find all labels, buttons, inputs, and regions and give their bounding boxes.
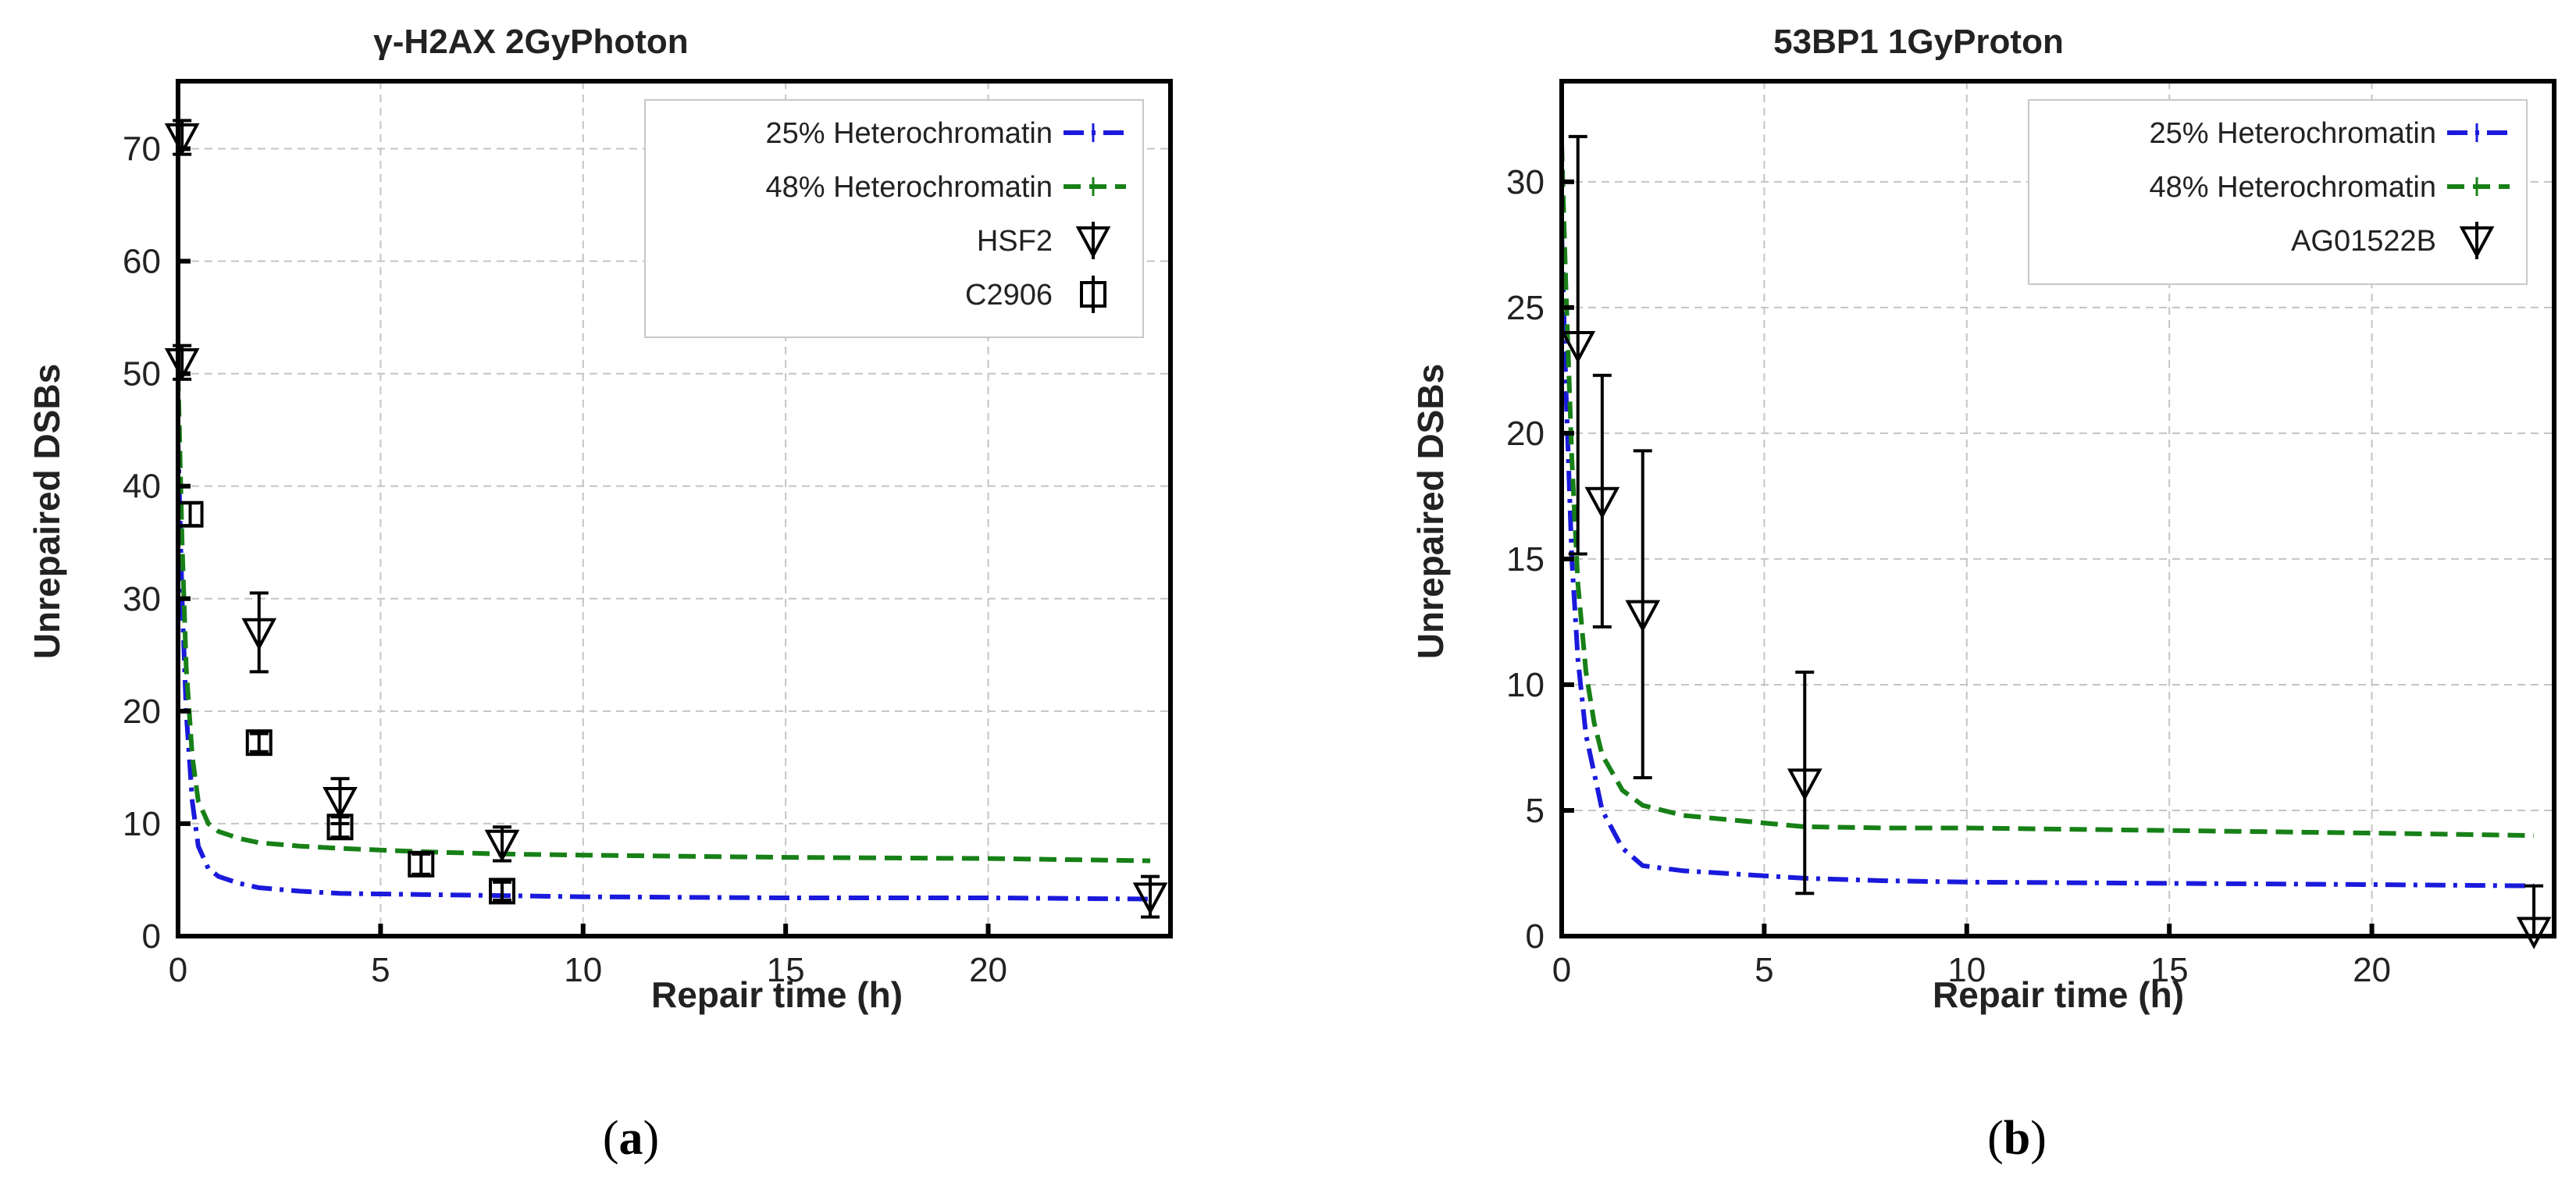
legend: 25% Heterochromatin 48% Heterochromatin …: [644, 99, 1144, 338]
square-marker: [489, 878, 516, 905]
y-tick-label: 50: [123, 355, 161, 394]
legend-label: HSF2: [977, 225, 1053, 258]
y-tick-label: 60: [123, 243, 161, 281]
x-tick-label: 20: [969, 951, 1007, 989]
legend-label: C2906: [965, 279, 1053, 312]
y-tick-label: 30: [123, 580, 161, 618]
triangle-marker: [484, 829, 520, 863]
triangle-marker: [2459, 226, 2495, 259]
x-axis-label: Repair time (h): [1933, 974, 2184, 1015]
series-line: [1559, 144, 2535, 839]
x-axis-label: Repair time (h): [651, 974, 903, 1015]
caption-letter: a: [619, 1112, 643, 1165]
x-tick-label: 0: [1552, 951, 1571, 989]
chart-title: γ-H2AX 2GyPhoton: [373, 23, 688, 61]
legend-box: [644, 99, 1144, 338]
y-tick-label: 10: [1506, 666, 1545, 704]
legend-label: AG01522B: [2291, 225, 2436, 258]
triangle-marker: [1132, 882, 1168, 915]
y-tick-label: 15: [1506, 540, 1545, 579]
legend: 25% Heterochromatin 48% Heterochromatin …: [2028, 99, 2528, 285]
y-tick-label: 0: [1526, 917, 1545, 956]
triangle-marker: [1075, 226, 1111, 259]
triangle-marker: [2516, 917, 2552, 949]
y-axis-label: Unrepaired DSBs: [27, 364, 67, 659]
x-tick-label: 5: [371, 951, 390, 989]
x-tick-label: 10: [564, 951, 602, 989]
x-tick-label: 10: [1947, 951, 1986, 989]
triangle-marker: [1584, 486, 1620, 520]
chart-title: 53BP1 1GyProton: [1773, 23, 2064, 61]
plot-frame: [176, 79, 1173, 938]
y-tick-label: 30: [1506, 163, 1545, 201]
axis-ticks: 0 5 10 15 20 0 5 10 15 20 25 30: [1506, 163, 2391, 989]
legend-label: 25% Heterochromatin: [2149, 117, 2436, 150]
legend-label: 25% Heterochromatin: [765, 117, 1053, 150]
triangle-marker: [164, 348, 200, 381]
series-line: [1559, 232, 2535, 889]
plot-frame: [1559, 79, 2556, 938]
triangle-marker: [1787, 768, 1822, 801]
series-line: [176, 441, 1151, 902]
grid-lines: [178, 81, 1170, 936]
triangle-marker: [1625, 600, 1661, 633]
y-tick-label: 0: [142, 917, 161, 956]
chart-panel-a: γ-H2AX 2GyPhoton 0 5 10 15 20 0 10 20 30 40 50 60 70…: [27, 23, 1173, 1165]
chart-panel-b: 53BP1 1GyProton 0 5 10 15 20 0 5 10 15 20 25 30 25%…: [1410, 23, 2556, 1165]
caption-letter: b: [2004, 1112, 2030, 1165]
x-tick-label: 20: [2353, 951, 2391, 989]
panel-caption-b: (b): [1987, 1112, 2047, 1165]
data-markers: [1560, 134, 2552, 949]
legend-label: 48% Heterochromatin: [765, 171, 1053, 204]
triangle-marker: [164, 123, 200, 156]
x-tick-label: 5: [1755, 951, 1773, 989]
y-tick-label: 5: [1526, 792, 1545, 830]
series-curves: [1559, 144, 2535, 889]
y-tick-label: 40: [123, 468, 161, 506]
triangle-marker: [1560, 331, 1596, 364]
y-tick-label: 70: [123, 130, 161, 168]
y-tick-label: 20: [1506, 415, 1545, 453]
square-marker: [408, 850, 435, 878]
triangle-marker: [241, 618, 277, 651]
y-tick-label: 10: [123, 805, 161, 843]
series-curves: [176, 373, 1151, 902]
square-marker: [245, 729, 273, 757]
x-tick-label: 15: [767, 951, 805, 989]
legend-label: 48% Heterochromatin: [2149, 171, 2436, 204]
x-tick-label: 0: [169, 951, 187, 989]
square-marker: [1080, 281, 1106, 308]
y-tick-label: 25: [1506, 289, 1545, 327]
panel-caption-a: (a): [603, 1112, 659, 1165]
x-tick-label: 15: [2150, 951, 2189, 989]
triangle-marker: [322, 787, 358, 820]
square-marker: [326, 814, 354, 841]
data-markers: [164, 119, 1168, 919]
y-axis-label: Unrepaired DSBs: [1410, 364, 1451, 659]
legend-box: [2028, 99, 2528, 285]
y-tick-label: 20: [123, 693, 161, 731]
